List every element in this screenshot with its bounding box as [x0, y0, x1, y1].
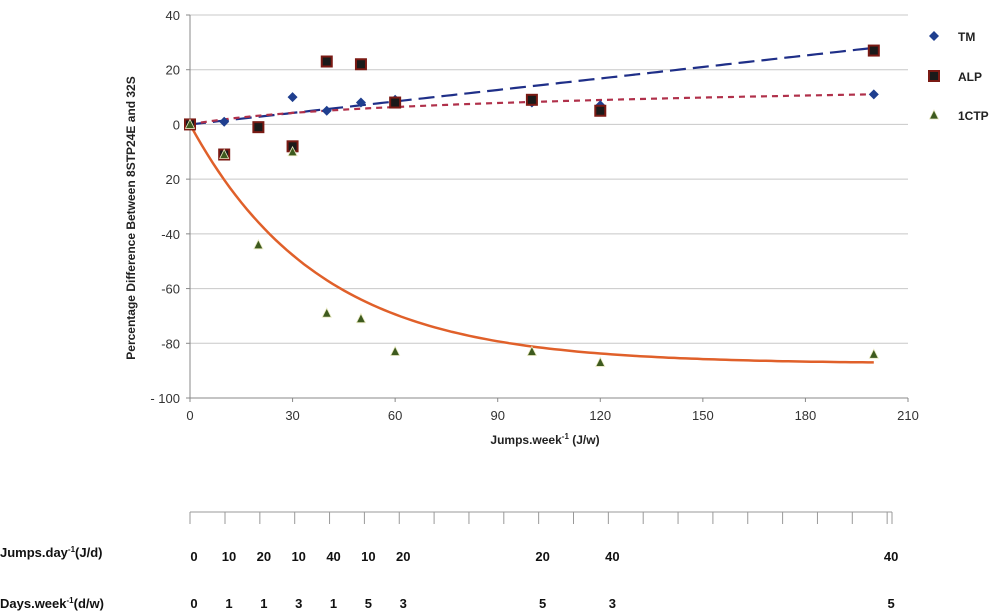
x-tick-label: 90	[490, 408, 504, 423]
x-tick-label: 210	[897, 408, 919, 423]
data-table: Jumps.day-1(J/d) Days.week-1(d/w) 0 10 20 1…	[0, 511, 898, 611]
table-value: 5	[888, 596, 895, 611]
legend-label-tm: TM	[958, 30, 975, 44]
table-value: 1	[225, 596, 232, 611]
point-alp	[867, 44, 880, 57]
y-tick-label: 20	[166, 63, 180, 78]
table-value: 10	[291, 549, 305, 564]
axes	[189, 15, 908, 399]
point-1ctp	[219, 148, 230, 159]
x-tick-label: 0	[186, 408, 193, 423]
point-1ctp	[287, 145, 298, 157]
table-value: 20	[535, 549, 549, 564]
point-tm	[219, 116, 230, 127]
point-tm	[355, 97, 366, 108]
table-value: 1	[260, 596, 267, 611]
point-1ctp	[389, 345, 401, 356]
legend-marker-1ctp	[928, 109, 940, 120]
table-value: 20	[396, 549, 410, 564]
table-value: 5	[539, 596, 546, 611]
legend-marker-tm	[929, 31, 939, 41]
x-tick-label: 180	[795, 408, 817, 423]
y-tick-label: - 100	[150, 391, 180, 406]
grid-lines	[186, 14, 909, 402]
point-alp	[525, 93, 538, 106]
point-1ctp	[526, 345, 538, 356]
table-row-label-days-week: Days.week-1(d/w)	[0, 596, 104, 611]
y-tick-label: 0	[173, 117, 180, 132]
legend-label-1ctp: 1CTP	[958, 109, 989, 123]
table-row-label-jumps-day: Jumps.day-1(J/d)	[0, 545, 103, 560]
table-ticks	[189, 512, 893, 524]
legend-label-alp: ALP	[958, 70, 982, 84]
point-1ctp	[321, 307, 332, 318]
table-value: 40	[326, 549, 340, 564]
table-value: 40	[884, 549, 898, 564]
y-tick-label: 20	[166, 172, 180, 187]
x-tick-label: 120	[589, 408, 611, 423]
y-tick-label: 40	[166, 8, 180, 23]
table-value: 0	[190, 596, 197, 611]
x-tick-label: 150	[692, 408, 714, 423]
x-tick-label: 30	[285, 408, 299, 423]
table-value: 10	[222, 549, 236, 564]
point-alp	[594, 104, 607, 117]
table-value: 10	[361, 549, 375, 564]
point-alp	[252, 121, 265, 134]
point-1ctp	[595, 356, 606, 367]
table-value: 5	[365, 596, 372, 611]
table-value: 3	[400, 596, 407, 611]
table-value: 3	[609, 596, 616, 611]
point-1ctp	[253, 238, 264, 250]
legend: TM ALP 1CTP	[928, 30, 989, 123]
data-points	[184, 44, 880, 367]
y-axis-title: Percentage Difference Between 8STP24E an…	[124, 76, 138, 359]
point-tm	[321, 105, 332, 116]
table-value: 3	[295, 596, 302, 611]
x-tick-label: 60	[388, 408, 402, 423]
table-value: 0	[190, 549, 197, 564]
table-value: 20	[257, 549, 271, 564]
y-tick-label: -60	[161, 282, 180, 297]
point-tm	[287, 92, 298, 103]
x-tick-labels: 0 30 60 90 120 150 180 210	[186, 408, 918, 423]
table-values: 0 10 20 10 40 10 20 20 40 40 0 1 1 3 1 5 3 5 3 5	[190, 549, 898, 611]
point-alp	[389, 96, 402, 109]
legend-marker-alp	[928, 70, 940, 82]
point-1ctp	[184, 118, 196, 129]
point-1ctp	[355, 312, 367, 324]
y-tick-label: -40	[161, 227, 180, 242]
table-value: 1	[330, 596, 337, 611]
y-tick-labels: 40 20 0 20 -40 -60 -80 - 100	[150, 8, 180, 406]
trend-line-1ctp	[188, 123, 874, 364]
point-alp	[320, 55, 333, 68]
x-axis-title: Jumps.week-1 (J/w)	[490, 432, 599, 447]
y-tick-label: -80	[161, 336, 180, 351]
point-tm	[868, 89, 879, 100]
point-1ctp	[868, 348, 879, 359]
point-alp	[354, 58, 367, 71]
table-value: 40	[605, 549, 619, 564]
